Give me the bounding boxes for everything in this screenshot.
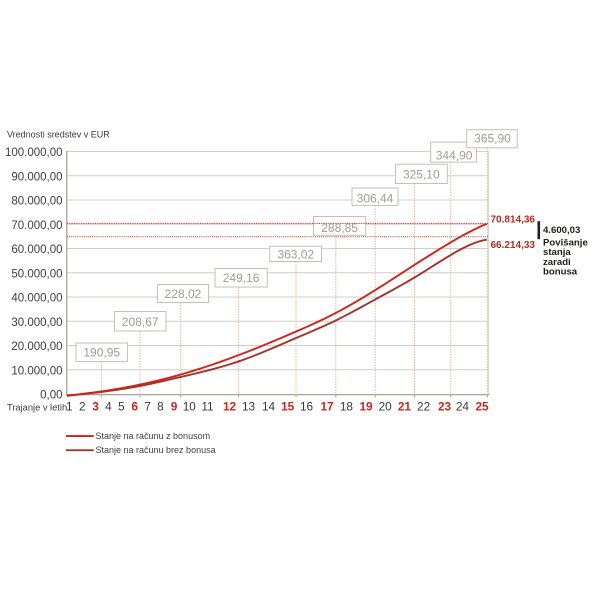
- svg-text:80.000,00: 80.000,00: [11, 196, 62, 208]
- svg-text:365,90: 365,90: [474, 131, 511, 145]
- svg-text:50.000,00: 50.000,00: [11, 268, 62, 280]
- svg-text:21: 21: [398, 399, 412, 413]
- svg-text:2: 2: [79, 399, 86, 413]
- svg-text:25: 25: [475, 399, 489, 413]
- svg-text:0,00: 0,00: [40, 390, 62, 402]
- svg-text:19: 19: [359, 399, 373, 413]
- svg-text:6: 6: [131, 399, 138, 413]
- svg-text:60.000,00: 60.000,00: [11, 244, 62, 256]
- svg-text:10: 10: [183, 399, 197, 413]
- svg-text:20.000,00: 20.000,00: [11, 341, 62, 353]
- svg-text:Stanje na računu z bonusom: Stanje na računu z bonusom: [96, 431, 211, 441]
- svg-text:4: 4: [105, 399, 112, 413]
- svg-text:228,02: 228,02: [165, 287, 202, 301]
- svg-text:40.000,00: 40.000,00: [11, 293, 62, 305]
- svg-text:8: 8: [157, 399, 164, 413]
- svg-text:22: 22: [417, 399, 430, 413]
- svg-text:208,67: 208,67: [122, 315, 159, 329]
- svg-text:190,95: 190,95: [83, 346, 120, 360]
- svg-text:14: 14: [262, 399, 276, 413]
- svg-text:70.000,00: 70.000,00: [11, 220, 62, 232]
- svg-text:363,02: 363,02: [277, 248, 314, 262]
- svg-text:306,44: 306,44: [357, 192, 394, 206]
- svg-text:4.600,03: 4.600,03: [543, 225, 580, 236]
- svg-text:325,10: 325,10: [403, 167, 440, 181]
- svg-text:20: 20: [379, 399, 393, 413]
- svg-text:70.814,36: 70.814,36: [491, 215, 536, 226]
- svg-text:18: 18: [340, 399, 354, 413]
- svg-text:7: 7: [144, 399, 151, 413]
- svg-text:90.000,00: 90.000,00: [11, 171, 62, 183]
- svg-text:23: 23: [438, 399, 452, 413]
- svg-text:66.214,33: 66.214,33: [491, 240, 536, 251]
- svg-text:13: 13: [242, 399, 256, 413]
- svg-text:5: 5: [118, 399, 125, 413]
- svg-text:15: 15: [281, 399, 295, 413]
- svg-text:bonusa: bonusa: [543, 267, 578, 278]
- svg-text:24: 24: [456, 399, 470, 413]
- svg-text:1: 1: [66, 399, 73, 413]
- svg-text:stanja: stanja: [543, 247, 571, 258]
- svg-text:zaradi: zaradi: [543, 257, 571, 268]
- svg-text:16: 16: [300, 399, 314, 413]
- svg-text:Stanje na računu brez bonusa: Stanje na računu brez bonusa: [96, 445, 216, 455]
- svg-text:Povišanje: Povišanje: [543, 237, 588, 248]
- svg-text:249,16: 249,16: [223, 271, 260, 285]
- svg-text:9: 9: [171, 399, 178, 413]
- svg-text:17: 17: [320, 399, 334, 413]
- svg-text:3: 3: [92, 399, 99, 413]
- svg-text:Trajanje v letih: Trajanje v letih: [7, 402, 67, 412]
- svg-text:344,90: 344,90: [436, 148, 473, 162]
- svg-text:100.000,00: 100.000,00: [5, 147, 63, 159]
- svg-text:12: 12: [223, 399, 237, 413]
- svg-text:11: 11: [201, 399, 213, 413]
- svg-text:10.000,00: 10.000,00: [11, 365, 62, 377]
- svg-text:Vrednosti sredstev v EUR: Vrednosti sredstev v EUR: [7, 130, 110, 140]
- svg-text:288,85: 288,85: [321, 221, 358, 235]
- svg-text:30.000,00: 30.000,00: [11, 317, 62, 329]
